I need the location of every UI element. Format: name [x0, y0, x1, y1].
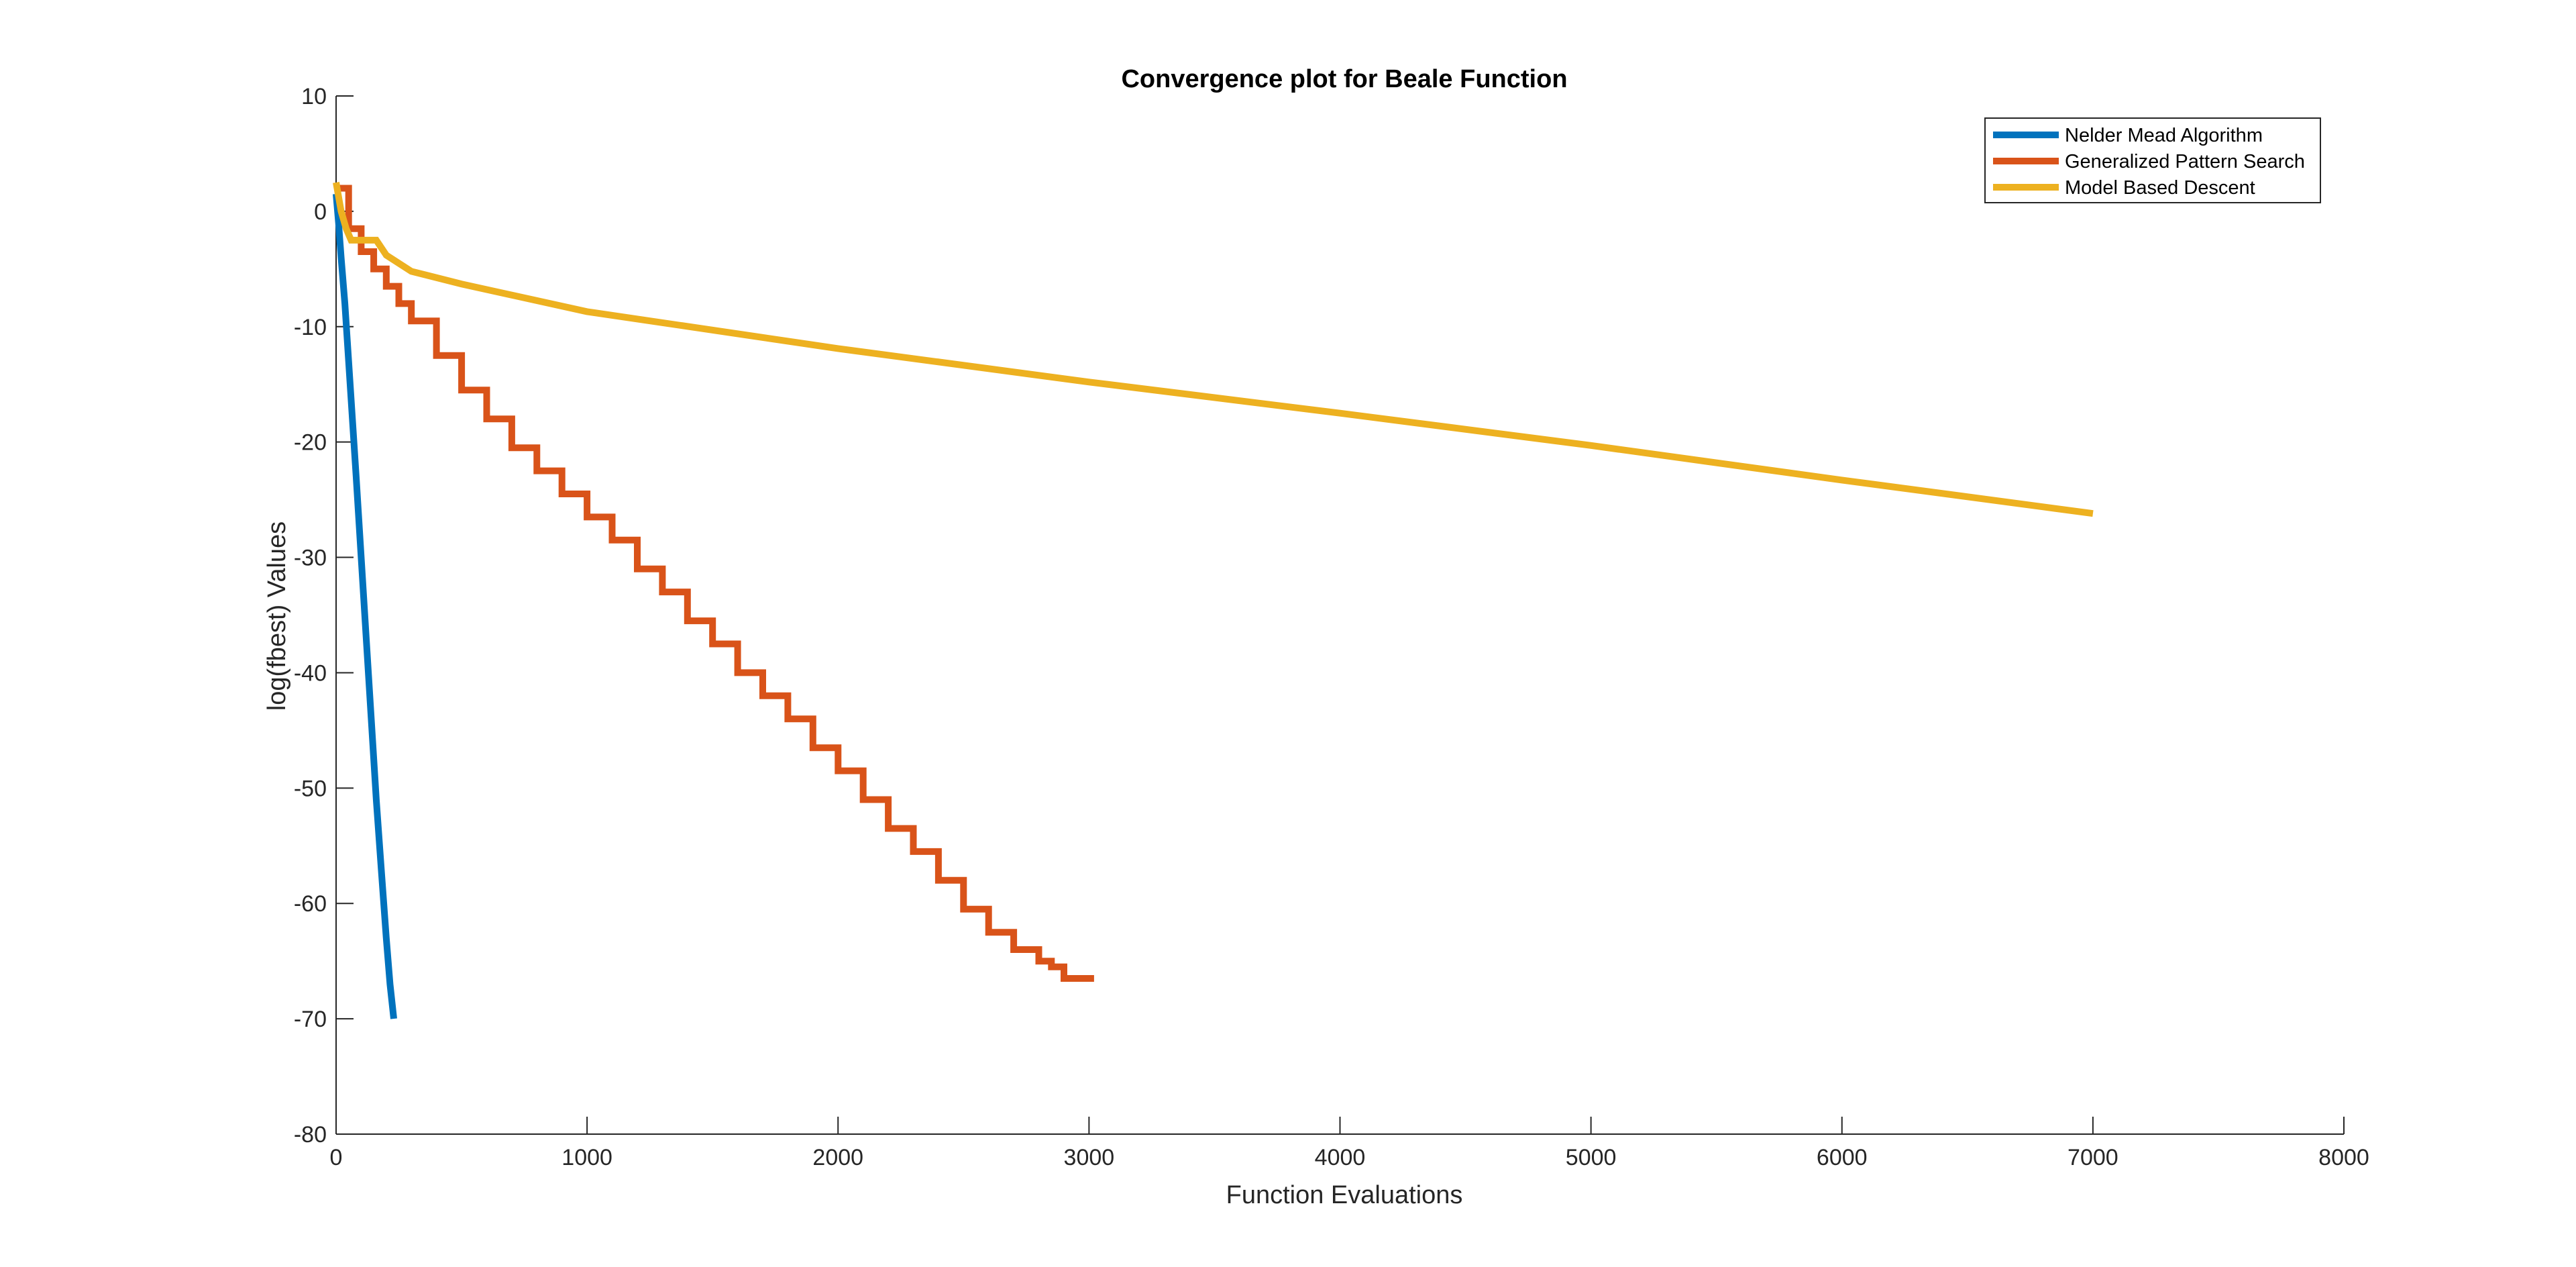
axes: 0 1000 2000 3000 4000 5000 6000 7000 8000 10 0 -10 -… — [294, 84, 2369, 1170]
y-tick-label: -70 — [294, 1007, 327, 1032]
y-tick-label: -10 — [294, 315, 327, 340]
y-tick-label: -20 — [294, 430, 327, 456]
x-tick-label: 6000 — [1817, 1145, 1868, 1170]
y-tick-label: -30 — [294, 546, 327, 571]
y-tick-label: -60 — [294, 891, 327, 917]
x-axis-label: Function Evaluations — [1226, 1181, 1463, 1209]
series-line-1 — [333, 193, 397, 1019]
legend-label: Nelder Mead Algorithm — [2065, 125, 2263, 146]
y-tick-label: -40 — [294, 660, 327, 686]
x-tick-label: 7000 — [2068, 1145, 2118, 1170]
x-tick-label: 5000 — [1566, 1145, 1617, 1170]
x-tick-label: 4000 — [1315, 1145, 1366, 1170]
x-tick-label: 1000 — [561, 1145, 612, 1170]
legend-label: Generalized Pattern Search — [2065, 151, 2305, 172]
y-tick-label: 10 — [301, 84, 327, 109]
series-layer — [333, 182, 2094, 1019]
chart-title: Convergence plot for Beale Function — [1121, 65, 1567, 93]
x-tick-label: 2000 — [812, 1145, 863, 1170]
y-axis-label: log(fbest) Values — [263, 521, 291, 711]
series-line-2 — [336, 185, 1094, 982]
y-tick-label: -80 — [294, 1122, 327, 1148]
series-line-3 — [333, 182, 2094, 517]
x-tick-label: 8000 — [2318, 1145, 2369, 1170]
x-tick-label: 0 — [330, 1145, 343, 1170]
legend-label: Model Based Descent — [2065, 177, 2255, 199]
y-tick-label: -50 — [294, 776, 327, 801]
x-tick-label: 3000 — [1064, 1145, 1115, 1170]
legend: Nelder Mead Algorithm Generalized Pattern… — [1984, 117, 2321, 203]
y-tick-label: 0 — [314, 199, 327, 225]
